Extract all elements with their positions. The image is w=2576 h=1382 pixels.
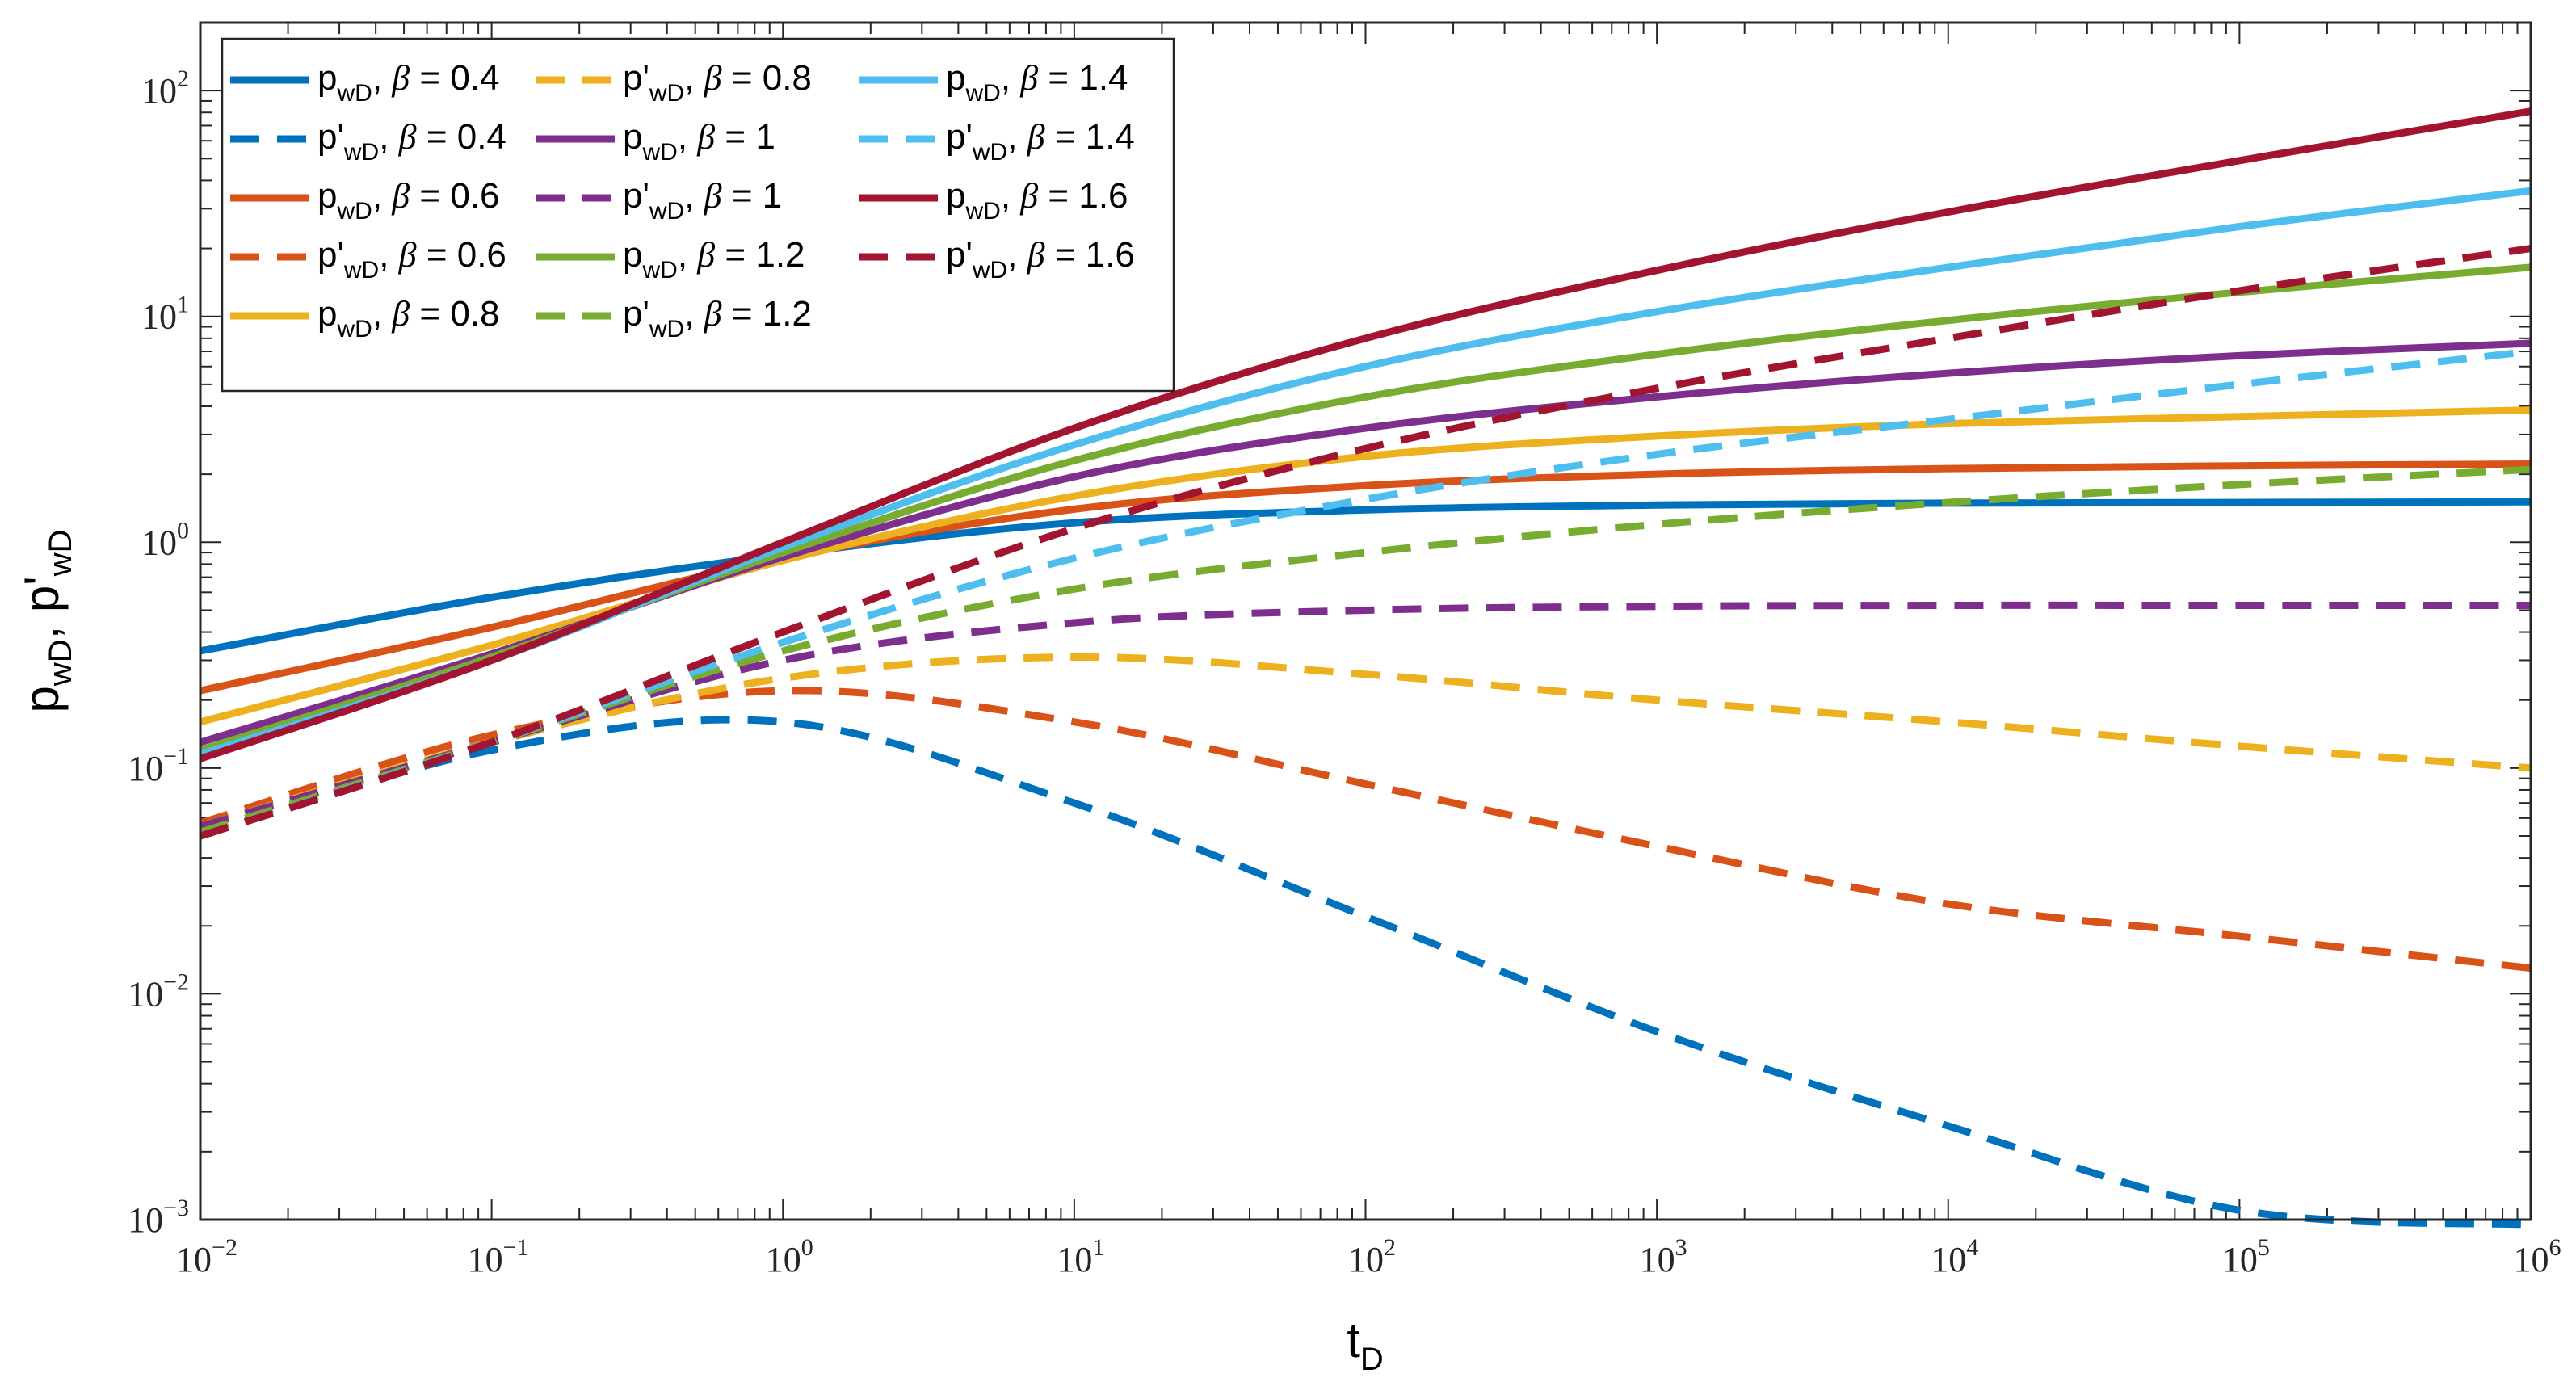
y-tick-label: 10−2 bbox=[128, 968, 189, 1014]
y-axis-title: pwD, p'wD bbox=[15, 529, 78, 712]
legend-label: pwD, β = 1 bbox=[623, 117, 775, 166]
y-tick-label: 101 bbox=[141, 292, 189, 337]
series-line bbox=[199, 653, 2532, 830]
legend-label: pwD, β = 0.4 bbox=[317, 58, 500, 107]
series-line bbox=[200, 460, 2532, 695]
y-tick-label: 100 bbox=[141, 517, 189, 562]
series-lines bbox=[199, 107, 2532, 1229]
legend-label: pwD, β = 1.6 bbox=[946, 176, 1128, 225]
x-tick-label: 101 bbox=[1057, 1234, 1104, 1279]
x-axis-title: tD bbox=[1347, 1313, 1384, 1377]
x-tick-labels: 10−2 10−1 100 101 102 103 104 105 106 bbox=[176, 1234, 2561, 1279]
legend-label: p'wD, β = 1 bbox=[623, 176, 782, 225]
legend-label: p'wD, β = 1.2 bbox=[623, 294, 812, 342]
x-tick-label: 105 bbox=[2222, 1234, 2270, 1279]
legend-label: pwD, β = 1.4 bbox=[946, 58, 1128, 107]
legend-label: pwD, β = 0.6 bbox=[317, 176, 500, 225]
legend-label: pwD, β = 0.8 bbox=[317, 294, 500, 342]
y-tick-label: 102 bbox=[141, 65, 189, 111]
x-tick-label: 10−2 bbox=[176, 1234, 237, 1279]
series-line bbox=[200, 498, 2532, 655]
series-line bbox=[199, 245, 2532, 840]
x-tick-label: 103 bbox=[1640, 1234, 1687, 1279]
legend-label: p'wD, β = 0.8 bbox=[623, 58, 812, 107]
x-tick-label: 104 bbox=[1931, 1234, 1978, 1279]
legend-box bbox=[221, 37, 1175, 393]
y-tick-label: 10−3 bbox=[128, 1195, 189, 1240]
legend-label: p'wD, β = 0.6 bbox=[317, 235, 506, 284]
legend-label: p'wD, β = 1.6 bbox=[946, 235, 1135, 284]
x-tick-label: 102 bbox=[1348, 1234, 1396, 1279]
legend-label: p'wD, β = 1.4 bbox=[946, 117, 1135, 166]
minor-ticks bbox=[200, 22, 2531, 1220]
y-tick-label: 10−1 bbox=[128, 743, 189, 788]
series-line bbox=[199, 107, 2532, 762]
plot-frame bbox=[199, 21, 2532, 1221]
x-tick-label: 100 bbox=[766, 1234, 813, 1279]
y-tick-labels: 10−3 10−2 10−1 100 101 102 bbox=[128, 65, 189, 1240]
x-tick-label: 106 bbox=[2514, 1234, 2561, 1279]
legend-entries: pwD, β = 0.4 p'wD, β = 0.4 pwD, β = 0.6 p'w… bbox=[230, 58, 1135, 342]
legend-label: pwD, β = 1.2 bbox=[623, 235, 805, 284]
legend-label: p'wD, β = 0.4 bbox=[317, 117, 506, 166]
series-line bbox=[199, 716, 2532, 1229]
x-tick-label: 10−1 bbox=[468, 1234, 529, 1279]
legend: pwD, β = 0.4 p'wD, β = 0.4 pwD, β = 0.6 p'w… bbox=[221, 37, 1175, 393]
series-line bbox=[199, 406, 2532, 726]
